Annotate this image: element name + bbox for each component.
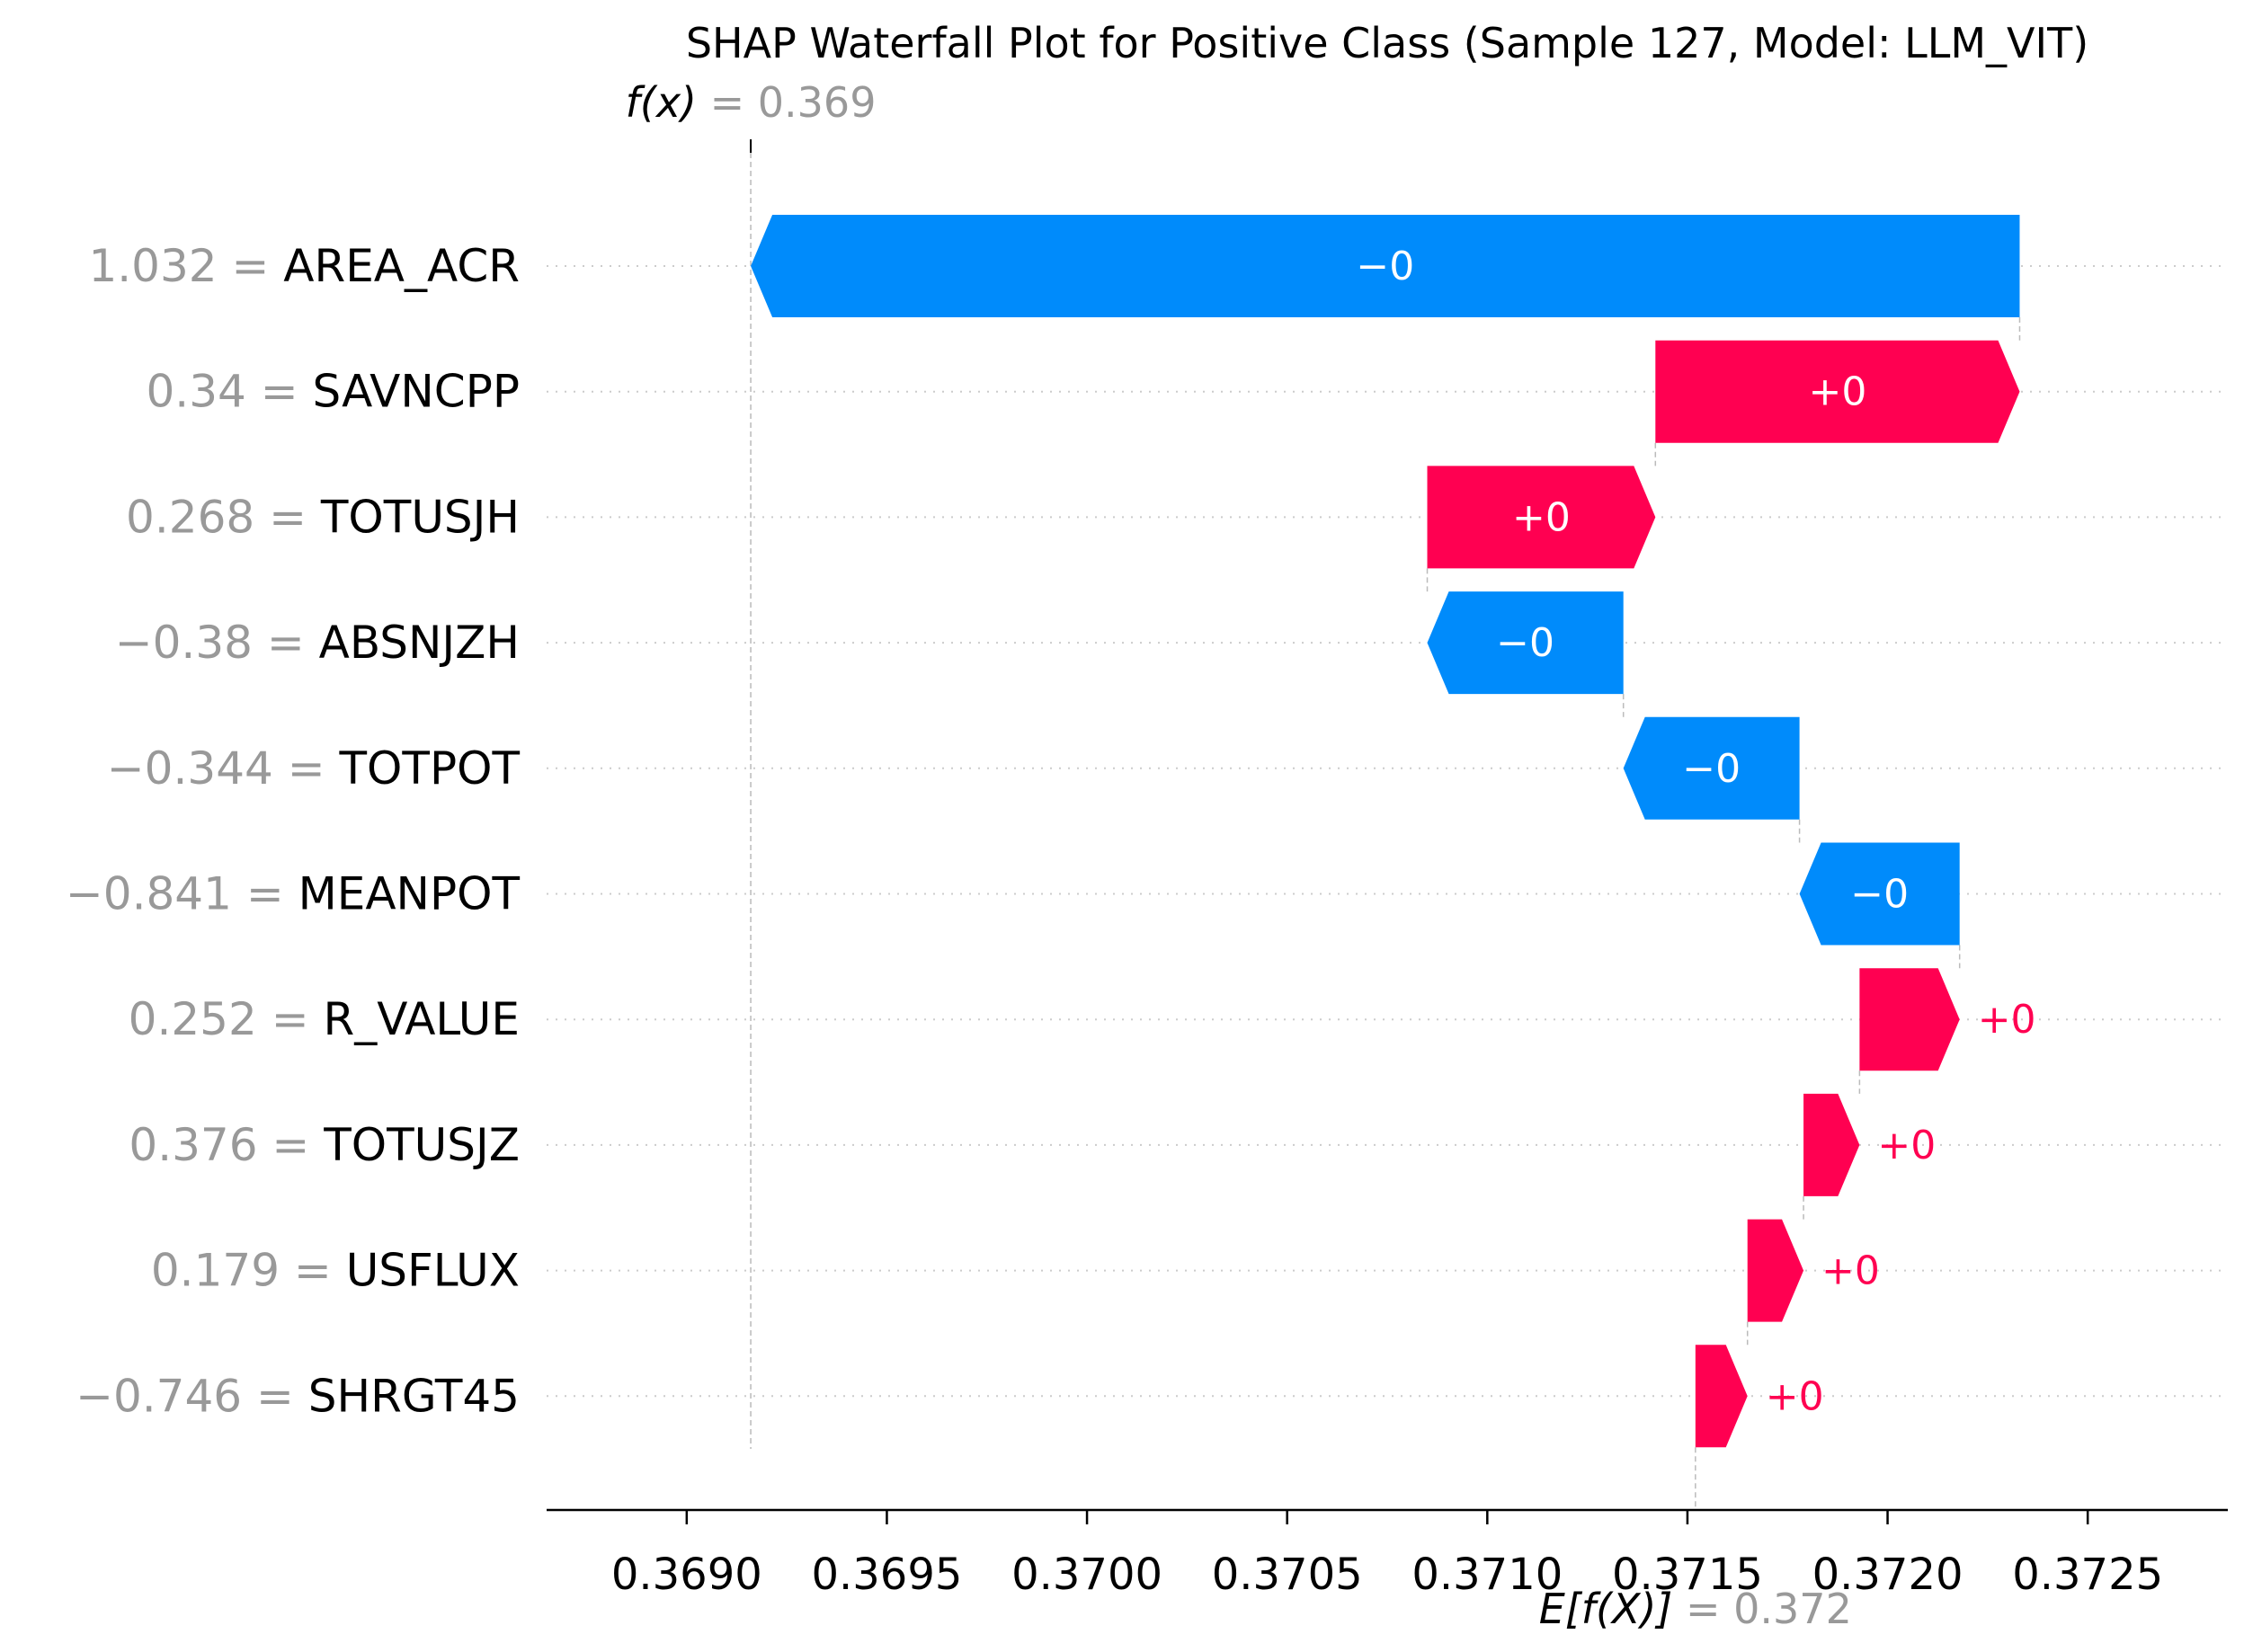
connector-lines [750,139,2021,1510]
x-tick-label: 0.3725 [2012,1550,2163,1600]
bar-value-label: +0 [1978,997,2036,1043]
feature-value: 0.268 = [126,491,321,543]
bar-value-label: +0 [1877,1123,1936,1168]
feature-name: AREA_ACR [283,240,520,292]
negative-bar [1427,591,1624,695]
feature-name: ABSNJZH [319,617,520,669]
bar-value-label: −0 [1356,244,1414,289]
fx-value: = 0.369 [697,78,876,127]
feature-label: −0.344 = TOTPOT [107,742,521,795]
feature-name: TOTUSJH [320,491,520,543]
negative-bar [751,215,2020,317]
feature-name: SHRGT45 [308,1370,520,1422]
feature-name: R_VALUE [323,993,520,1045]
feature-label: −0.746 = SHRGT45 [76,1370,520,1422]
x-tick-label: 0.3695 [811,1550,962,1600]
negative-bar [1623,716,1800,820]
feature-label: −0.38 = ABSNJZH [115,617,520,669]
bar-value-label: −0 [1496,620,1554,666]
feature-label: −0.841 = MEANPOT [66,868,521,920]
feature-value: 0.252 = [129,993,324,1045]
feature-label: 0.179 = USFLUX [151,1245,520,1297]
efx-label: E[f(X)] = 0.372 [1539,1585,1852,1633]
waterfall-bars: −0 +0 +0 −0 −0 −0 +0 +0 +0 +0 [751,215,2036,1448]
feature-value: 1.032 = [88,240,283,292]
bar-value-label: +0 [1512,494,1571,540]
fx-label: f(x) = 0.369 [626,78,877,127]
bar-value-label: −0 [1850,872,1909,918]
feature-label: 0.376 = TOTUSJZ [129,1119,520,1171]
feature-name: USFLUX [346,1245,520,1297]
positive-bar [1655,340,2020,443]
feature-name: TOTPOT [339,742,521,795]
negative-bar [1799,842,1960,946]
bar-value-label: +0 [1766,1373,1824,1419]
x-tick-label: 0.3690 [611,1550,762,1600]
positive-bar [1695,1345,1748,1448]
feature-label: 0.268 = TOTUSJH [126,491,520,543]
feature-labels: 1.032 = AREA_ACR 0.34 = SAVNCPP 0.268 = TO… [66,240,521,1422]
fx-annotation: f(x) = 0.369 [626,78,877,127]
positive-bar [1803,1093,1860,1196]
positive-bar [1747,1219,1804,1322]
feature-name: SAVNCPP [313,366,521,418]
feature-name: MEANPOT [298,868,521,920]
chart-title: SHAP Waterfall Plot for Positive Class (… [686,19,2088,67]
x-tick-label: 0.3715 [1612,1550,1763,1600]
efx-name: E[f(X)] [1539,1585,1673,1633]
x-tick-label: 0.3710 [1411,1550,1563,1600]
feature-label: 0.252 = R_VALUE [129,993,520,1045]
efx-annotation: E[f(X)] = 0.372 [1539,1585,1852,1633]
x-axis: 0.3690 0.3695 0.3700 0.3705 0.3710 0.3715 0.37… [547,1508,2228,1600]
feature-value: −0.344 = [107,742,340,795]
feature-value: 0.179 = [151,1245,346,1297]
feature-value: −0.38 = [115,617,319,669]
feature-value: −0.746 = [76,1370,308,1422]
x-tick-label: 0.3720 [1812,1550,1964,1600]
fx-name: f(x) [626,78,697,127]
x-tick-label: 0.3700 [1011,1550,1162,1600]
feature-label: 1.032 = AREA_ACR [88,240,520,292]
efx-value: = 0.372 [1672,1585,1851,1633]
positive-bar [1427,466,1656,569]
x-tick-label: 0.3705 [1212,1550,1363,1600]
feature-value: 0.376 = [129,1119,324,1171]
bar-value-label: −0 [1682,746,1741,792]
positive-bar [1859,968,1960,1071]
feature-name: TOTUSJZ [323,1119,520,1171]
feature-label: 0.34 = SAVNCPP [146,366,520,418]
bar-value-label: +0 [1821,1248,1880,1294]
feature-value: 0.34 = [146,366,312,418]
bar-value-label: +0 [1808,369,1866,415]
feature-value: −0.841 = [66,868,298,920]
